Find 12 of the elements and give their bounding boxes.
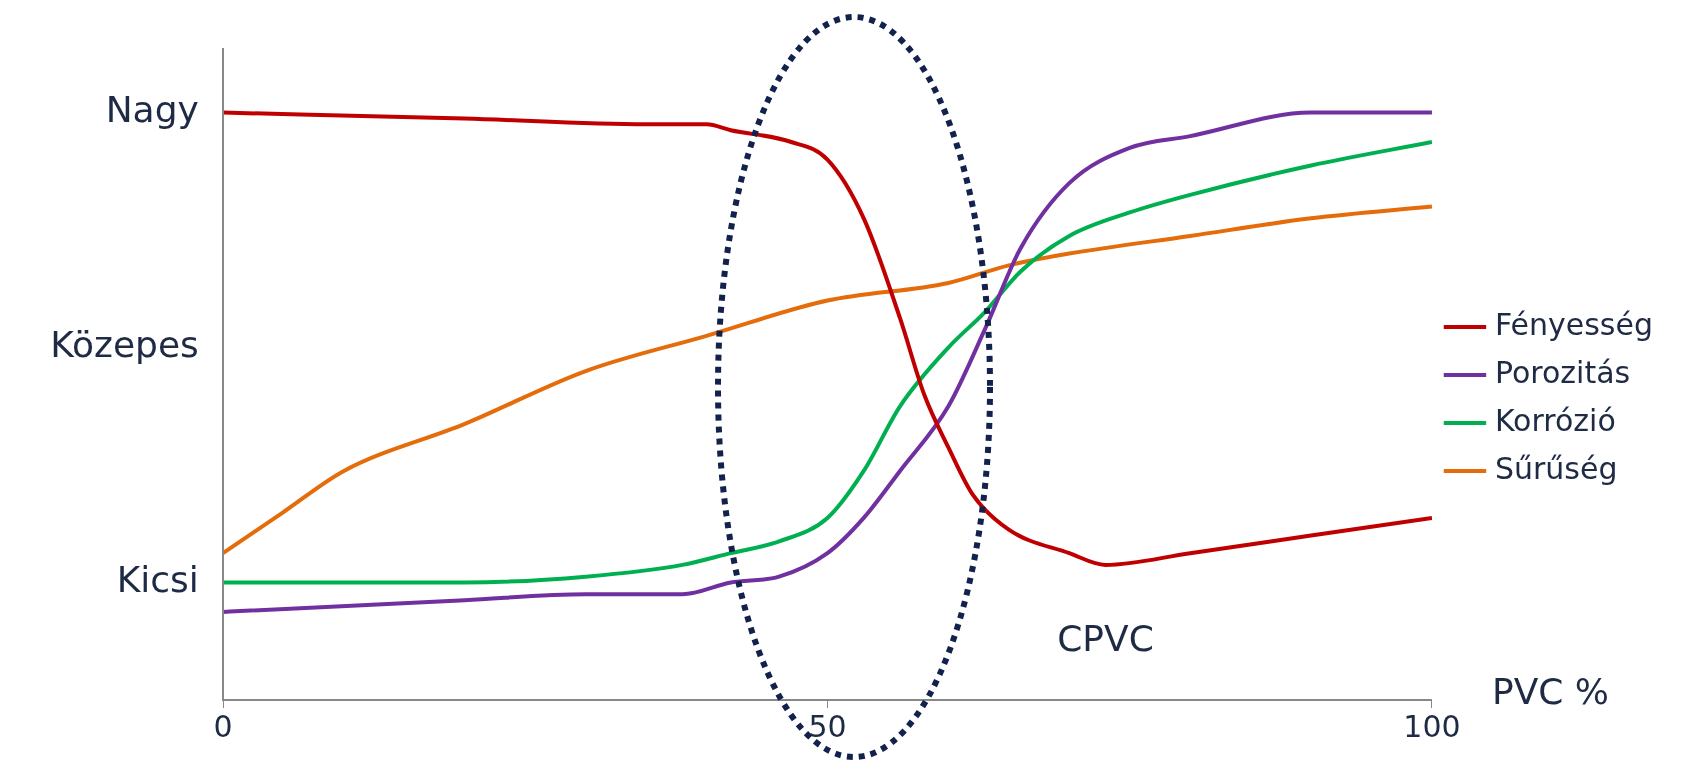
x-tick-label: 100 — [1403, 708, 1461, 744]
x-tick-label: 0 — [213, 708, 233, 744]
text: Közepes — [50, 323, 199, 365]
legend-label: Korrózió — [1494, 402, 1616, 438]
x-axis-title: PVC % — [1491, 671, 1610, 713]
legend-label: Sűrűség — [1494, 450, 1618, 486]
text: Nagy — [105, 88, 199, 130]
x-tick-label: 50 — [808, 708, 847, 744]
annotation: CPVC — [1057, 617, 1154, 659]
legend-label: Fényesség — [1494, 306, 1654, 342]
text: Kicsi — [116, 558, 199, 600]
legend-label: Porozitás — [1494, 354, 1631, 390]
